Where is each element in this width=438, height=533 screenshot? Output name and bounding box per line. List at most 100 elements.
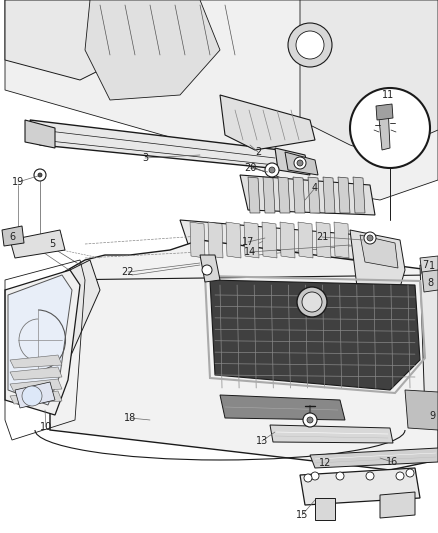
Circle shape [265,163,279,177]
Polygon shape [293,177,305,213]
Text: 11: 11 [382,90,394,100]
Polygon shape [308,177,320,213]
Text: 2: 2 [255,147,261,157]
Text: 10: 10 [40,422,52,432]
Circle shape [38,173,42,177]
Polygon shape [208,222,223,258]
Text: 8: 8 [427,278,433,288]
Text: 19: 19 [12,177,24,187]
Text: 12: 12 [319,458,331,468]
Polygon shape [200,255,220,282]
Polygon shape [300,468,420,505]
Polygon shape [270,425,393,443]
Polygon shape [10,379,62,392]
Polygon shape [263,177,275,213]
Circle shape [307,417,313,423]
Polygon shape [240,175,375,215]
Circle shape [367,235,373,241]
Polygon shape [315,498,335,520]
Circle shape [297,287,327,317]
Polygon shape [5,0,120,80]
Polygon shape [2,226,24,246]
Polygon shape [10,367,62,380]
Circle shape [350,88,430,168]
Polygon shape [285,152,318,175]
Polygon shape [420,265,438,420]
Polygon shape [10,391,62,404]
Text: 1: 1 [429,261,435,271]
Circle shape [311,472,319,480]
Polygon shape [220,95,315,150]
Polygon shape [244,222,259,258]
Text: 7: 7 [422,260,428,270]
Circle shape [303,413,317,427]
Polygon shape [220,395,345,420]
Text: 20: 20 [244,163,256,173]
Polygon shape [323,177,335,213]
Circle shape [294,157,306,169]
Polygon shape [8,275,72,405]
Text: 13: 13 [256,436,268,446]
Polygon shape [275,148,310,175]
Polygon shape [298,222,313,258]
Polygon shape [300,0,438,155]
Polygon shape [316,222,331,258]
Circle shape [366,472,374,480]
Polygon shape [45,260,100,380]
Polygon shape [5,270,80,415]
Polygon shape [278,177,290,213]
Polygon shape [210,280,420,390]
Circle shape [269,167,275,173]
Polygon shape [180,220,365,260]
Polygon shape [50,240,438,470]
Polygon shape [10,355,62,368]
Text: 3: 3 [142,153,148,163]
Circle shape [296,31,324,59]
Polygon shape [353,177,365,213]
Polygon shape [226,222,241,258]
Text: 17: 17 [242,237,254,247]
Polygon shape [85,0,220,100]
Polygon shape [310,448,438,468]
Circle shape [34,169,46,181]
Text: 4: 4 [312,183,318,193]
Polygon shape [405,390,438,430]
Polygon shape [420,256,438,274]
Circle shape [336,472,344,480]
Polygon shape [25,120,55,148]
Polygon shape [350,230,405,305]
Text: 18: 18 [124,413,136,423]
Polygon shape [190,222,205,258]
Polygon shape [248,177,260,213]
Polygon shape [30,120,290,170]
Text: 14: 14 [244,247,256,257]
Polygon shape [15,382,55,408]
Circle shape [297,160,303,166]
Polygon shape [5,0,438,200]
Text: 16: 16 [386,457,398,467]
Polygon shape [10,230,65,258]
Polygon shape [376,104,393,120]
Polygon shape [422,270,438,292]
Polygon shape [338,177,350,213]
Text: 21: 21 [316,232,328,242]
Text: 6: 6 [9,232,15,242]
Circle shape [288,23,332,67]
Polygon shape [360,235,398,268]
Polygon shape [380,492,415,518]
Circle shape [202,265,212,275]
Circle shape [304,474,312,482]
Polygon shape [334,222,349,258]
Circle shape [364,232,376,244]
Polygon shape [262,222,277,258]
Text: 9: 9 [429,411,435,421]
Circle shape [302,292,322,312]
Text: 15: 15 [296,510,308,520]
Circle shape [396,472,404,480]
Circle shape [22,386,42,406]
Text: 22: 22 [122,267,134,277]
Text: 5: 5 [49,239,55,249]
Polygon shape [378,106,390,150]
Circle shape [406,469,414,477]
Polygon shape [280,222,295,258]
